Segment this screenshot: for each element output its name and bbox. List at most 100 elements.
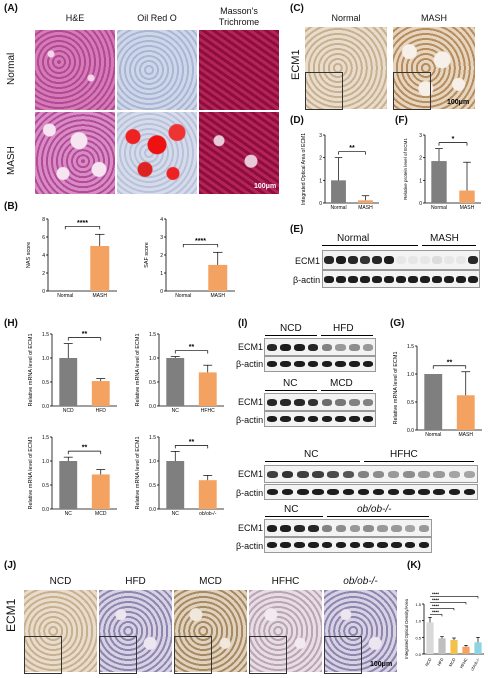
blot-band [468,256,478,264]
group-line [327,516,429,517]
x-tick-label: NC [172,408,180,414]
significance-stars: **** [432,604,439,609]
blot-band [266,343,278,351]
y-axis-label: Relative mRNA level of ECM1 [393,351,399,424]
group-line [322,245,418,246]
blot-band [349,361,360,368]
x-tick-label: NCD [424,657,433,667]
y-tick-label: 3 [319,133,322,139]
ecm1-ncd-ihc-image [24,590,97,672]
blot-band [418,542,430,549]
western-blot-actin [264,411,376,427]
panel-label-c: (C) [290,3,304,14]
blot-band [403,470,415,478]
blot-band [363,542,374,549]
col-label-ncd-j: NCD [49,576,72,587]
blot-band [321,343,333,351]
blot-band [372,256,382,264]
western-blot-ecm1-e [322,250,480,270]
x-tick-label: ob/ob-/- [199,511,217,517]
significance-stars: ** [447,359,453,366]
y-tick-label: 1.5 [149,435,156,441]
group-label-normal-e: Normal [337,233,370,244]
y-tick-label: 0.5 [42,380,49,386]
bar [358,200,373,203]
blot-row-ecm1: ECM1 [238,397,264,407]
scale-bar-c: 100μm [447,99,470,106]
blot-band [281,470,294,478]
y-tick-label: 2 [42,271,45,277]
blot-band [384,275,394,283]
x-tick-label: MASH [358,205,373,211]
blot-band [308,542,319,549]
significance-stars: **** [432,592,439,597]
blot-band [362,398,374,406]
blot-band [444,275,454,283]
blot-band [280,524,291,532]
blot-band [357,489,370,496]
group-line [422,245,476,246]
y-tick-label: 0.0 [407,428,414,434]
blot-band [297,470,309,478]
x-tick-label: ob/ob-/- [469,656,481,671]
blot-band [349,524,361,532]
blot-band [294,361,305,368]
blot-band [463,489,476,496]
group-line [265,461,360,462]
blot-band [266,398,278,406]
bar [431,161,447,203]
col-label-mcd-j: MCD [199,576,222,587]
y-tick-label: 0.0 [149,404,156,410]
y-tick-label: 4 [42,253,45,259]
western-blot-ecm1 [264,519,432,537]
blot-row-ecm1: ECM1 [238,523,264,533]
group-label-nc: NC [304,449,319,460]
blot-row-ecm1-e: ECM1 [295,256,321,266]
blot-band [312,470,324,478]
blot-row-ecm1: ECM1 [238,342,264,352]
y-tick-label: 0.0 [415,652,421,657]
blot-band [433,489,445,496]
col-label-he: H&E [65,13,85,23]
blot-band [321,542,333,549]
bar [91,474,110,509]
y-axis-label: Relative mRNA level of ECM1 [135,436,141,509]
trichrome-normal-image [199,30,279,110]
bar [166,358,185,406]
y-tick-label: 2 [160,253,163,259]
blot-band [307,343,319,351]
chart-mrna-nc-obob: 0.0 0.5 1.0 1.5 Relative mRNA level of ECM1 N… [135,435,224,517]
significance-stars: ** [82,331,88,338]
blot-band [349,542,361,549]
blot-band [321,361,333,368]
blot-band [342,470,355,478]
blot-band [349,343,360,351]
y-axis-label: SAF score [144,242,150,268]
ecm1-mash-ihc-image [393,27,475,109]
blot-band [433,470,445,478]
bar [462,646,470,654]
blot-band [266,524,278,532]
x-tick-label: Normal [57,293,73,299]
chart-integrated-optical-density: 0.0 0.5 1.0 1.5 Integrated Optical Density/A… [404,592,484,671]
y-tick-label: 2 [319,156,322,162]
x-tick-label: HFD [436,657,444,667]
blot-band [324,256,334,264]
blot-band [377,542,388,549]
group-label-mcd: MCD [330,378,353,389]
x-tick-label: MCD [95,511,107,517]
blot-band [335,361,346,368]
bar [59,358,78,406]
ecm1-hfd-ihc-image [99,590,172,672]
blot-band [327,489,339,496]
y-tick-label: 1.5 [42,435,49,441]
y-tick-label: 1 [319,178,322,184]
he-normal-image [35,30,115,110]
blot-band [307,416,319,423]
y-axis-label: Integrated Optical Area of ECM1 [301,133,307,205]
y-tick-label: 0 [42,289,45,295]
y-tick-label: 1.0 [407,372,414,378]
blot-band [297,489,309,496]
row-label-mash: MASH [6,146,17,175]
blot-band [349,416,360,423]
